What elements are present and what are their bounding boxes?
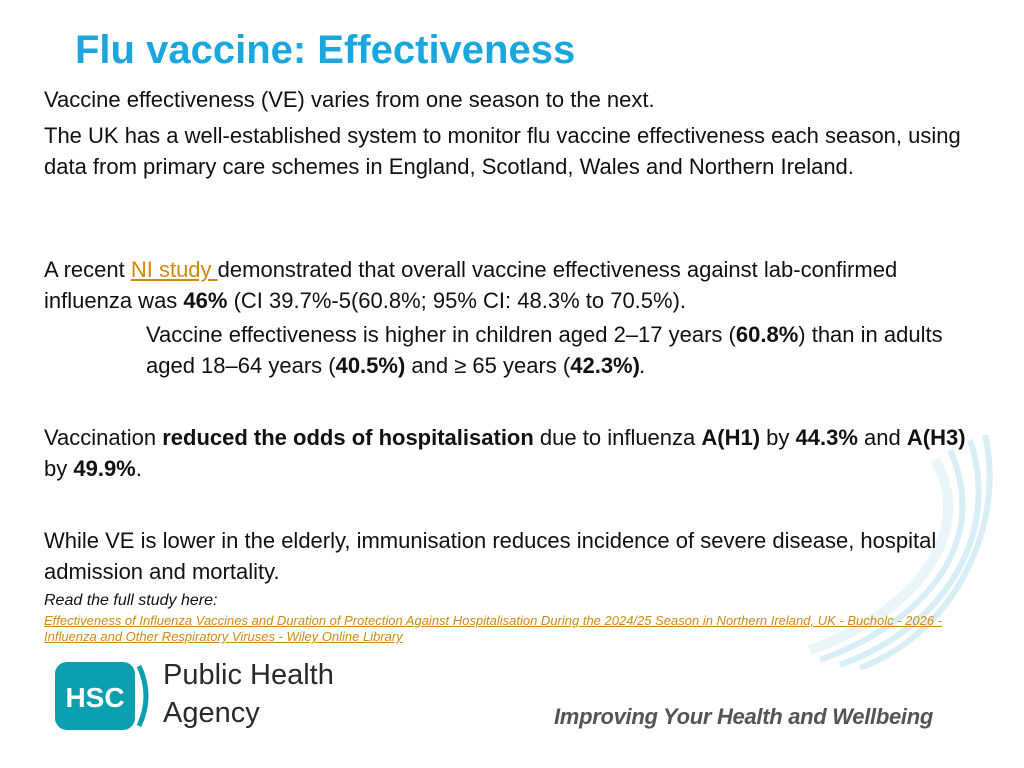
logo-wordmark: Public Health Agency (163, 656, 334, 732)
age-text-1: Vaccine effectiveness is higher in child… (146, 322, 736, 347)
full-study-link[interactable]: Effectiveness of Influenza Vaccines and … (44, 613, 942, 644)
study-prefix: A recent (44, 257, 131, 282)
ni-study-link[interactable]: NI study (130, 257, 218, 282)
age-text-2: ) than in adults aged 18–64 years ( (146, 322, 943, 378)
elderly-ve-value: 42.3%) (570, 353, 640, 378)
hosp-emphasis: reduced the odds of hospitalisation (162, 425, 534, 450)
age-text-4: . (639, 353, 647, 378)
children-ve-value: 60.8% (735, 322, 799, 347)
hosp-text-2: due to influenza (533, 425, 702, 450)
overall-ve-value: 46% (183, 288, 228, 313)
hosp-text-1: Vaccination (44, 425, 163, 450)
age-group-paragraph: Vaccine effectiveness is higher in child… (146, 319, 996, 381)
logo-badge-text: HSC (65, 682, 124, 713)
strain-h1: A(H1) (701, 425, 761, 450)
logo-line-1: Public Health (163, 659, 334, 691)
h1-reduction-value: 44.3% (795, 425, 858, 450)
hosp-text-3: by (760, 425, 796, 450)
tagline: Improving Your Health and Wellbeing (554, 704, 934, 729)
intro-text: Vaccine effectiveness (VE) varies from o… (44, 87, 655, 112)
adults-ve-value: 40.5%) (335, 353, 406, 378)
read-study-label: Read the full study here: (44, 592, 218, 609)
study-paragraph: A recent NI study demonstrated that over… (44, 254, 984, 316)
hospitalisation-paragraph: Vaccination reduced the odds of hospital… (44, 422, 974, 484)
slide-title: Flu vaccine: Effectiveness (75, 28, 576, 72)
decorative-swirl-graphic (808, 434, 993, 670)
hosp-text-5: by (44, 456, 74, 481)
logo-line-2: Agency (163, 697, 260, 729)
study-suffix: (CI 39.7%-5(60.8%; 95% CI: 48.3% to 70.5… (227, 288, 687, 313)
elderly-paragraph: While VE is lower in the elderly, immuni… (44, 528, 937, 584)
hosp-text-6: . (135, 456, 142, 481)
age-text-3: and ≥ 65 years ( (405, 353, 571, 378)
h3-reduction-value: 49.9% (73, 456, 136, 481)
hsc-logo-icon: HSC (55, 662, 149, 730)
strain-h3: A(H3) (906, 425, 966, 450)
study-middle: demonstrated that overall vaccine effect… (44, 257, 898, 313)
hosp-text-4: and (857, 425, 907, 450)
uk-system-text: The UK has a well-established system to … (44, 123, 961, 179)
